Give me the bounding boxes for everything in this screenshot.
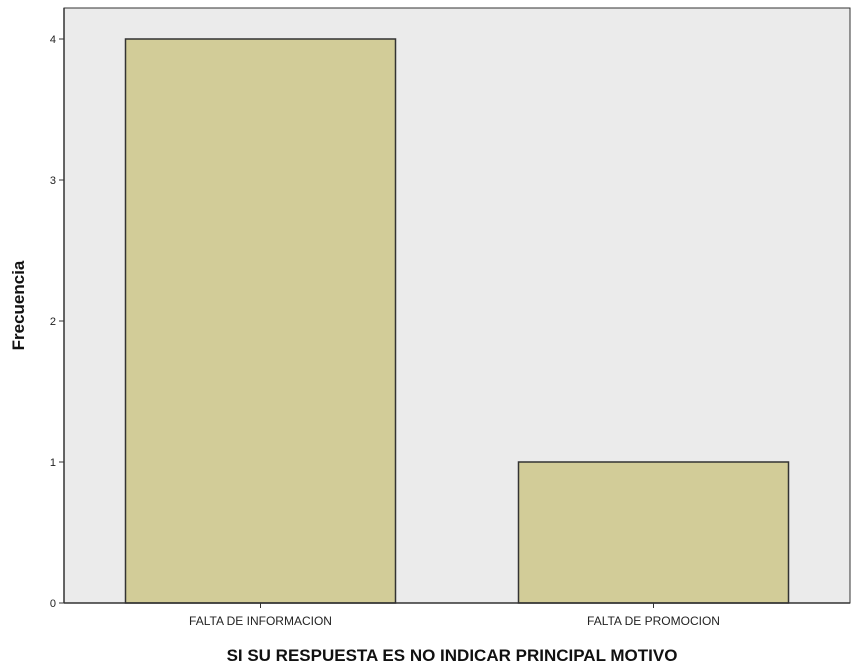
x-tick-label: FALTA DE PROMOCION bbox=[587, 614, 720, 628]
y-tick-label: 4 bbox=[50, 34, 56, 46]
y-tick-label: 0 bbox=[50, 598, 56, 610]
bar bbox=[517, 461, 790, 604]
bar bbox=[124, 38, 397, 604]
x-tick-label: FALTA DE INFORMACION bbox=[189, 614, 332, 628]
x-axis-title: SI SU RESPUESTA ES NO INDICAR PRINCIPAL … bbox=[227, 646, 678, 665]
y-tick-label: 1 bbox=[50, 457, 56, 469]
y-tick-label: 3 bbox=[50, 175, 56, 187]
x-ticks-group: FALTA DE INFORMACION FALTA DE PROMOCION bbox=[189, 603, 720, 628]
bars-group bbox=[124, 38, 790, 604]
y-axis-title: Frecuencia bbox=[9, 260, 28, 350]
y-ticks-group: 0 1 2 3 4 bbox=[50, 34, 64, 610]
y-tick-label: 2 bbox=[50, 316, 56, 328]
